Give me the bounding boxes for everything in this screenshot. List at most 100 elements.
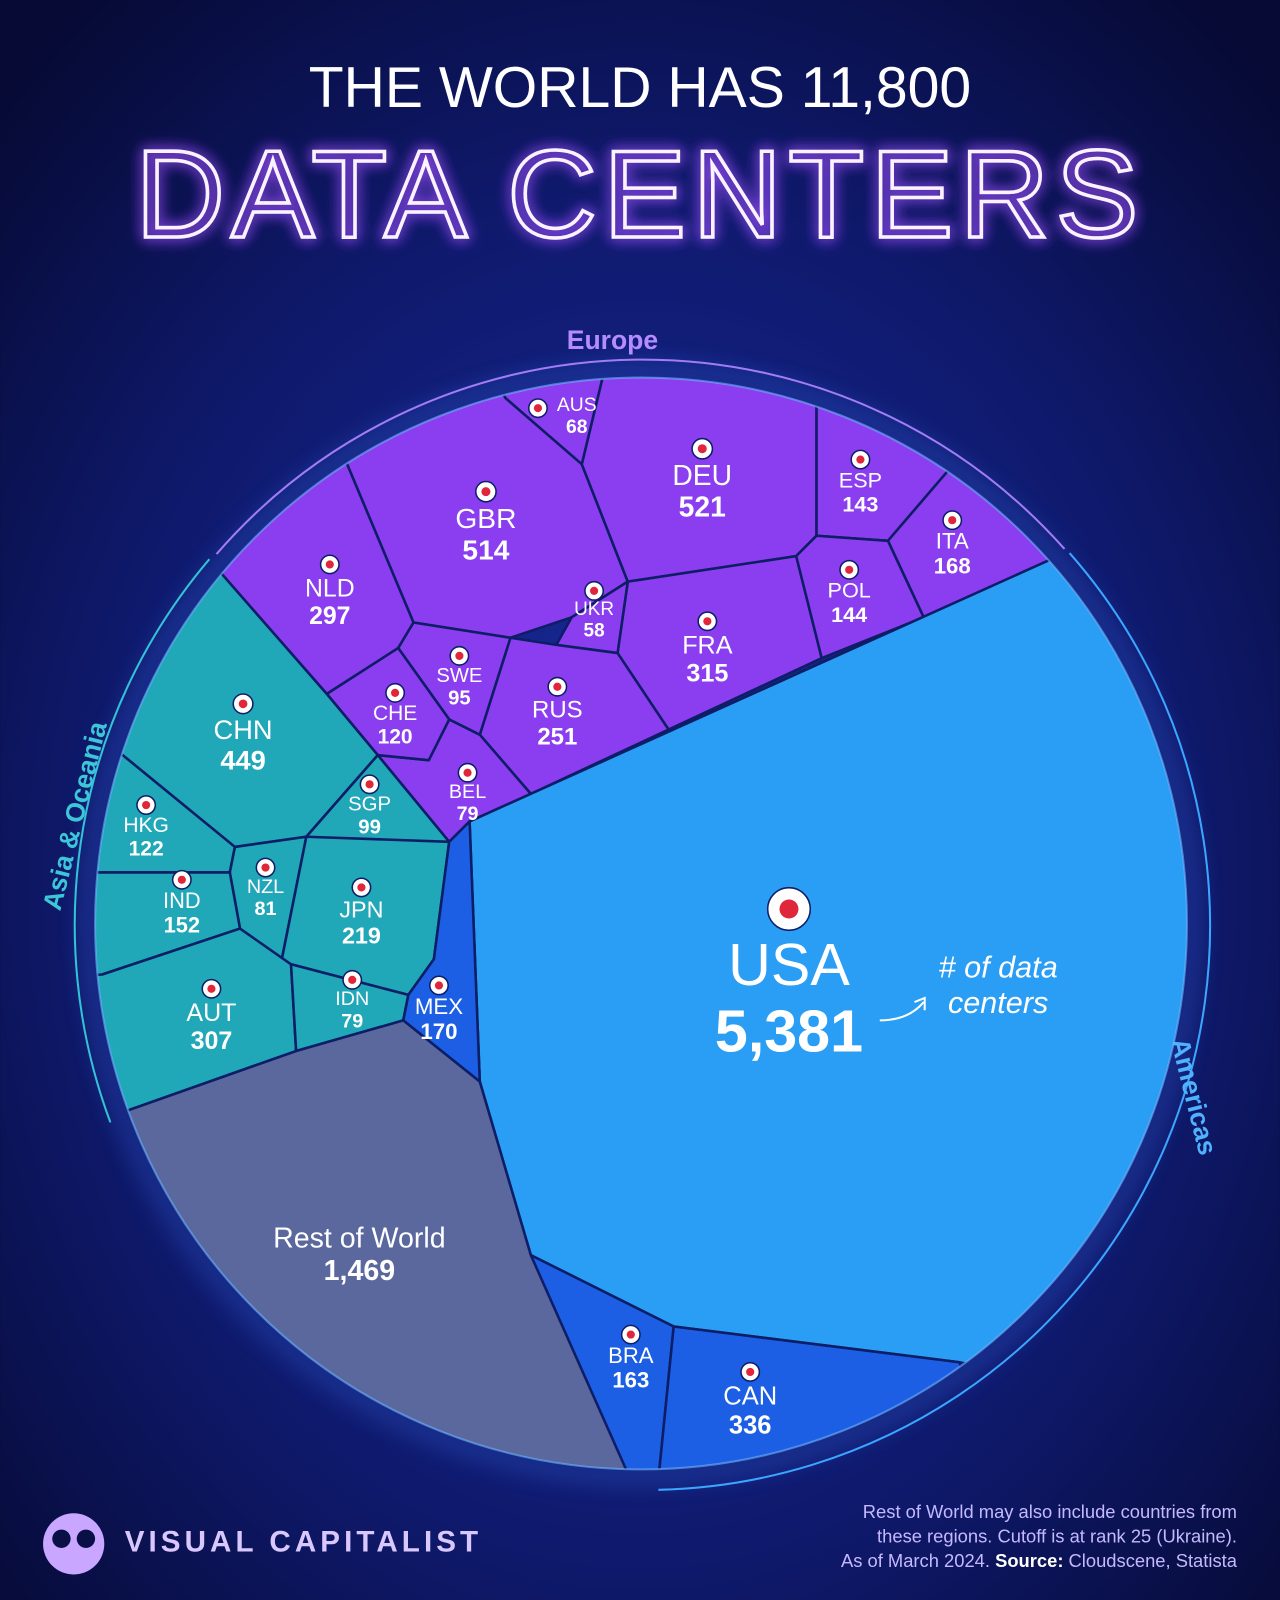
cell-value: 219 bbox=[342, 923, 381, 949]
cell-label: NZL bbox=[247, 876, 284, 898]
cell-value: 168 bbox=[934, 554, 971, 579]
cell-value: 122 bbox=[129, 838, 164, 861]
cell-value: 251 bbox=[537, 723, 577, 750]
cell-label: GBR bbox=[455, 503, 516, 534]
annotation: centers bbox=[948, 986, 1048, 1020]
flag bbox=[207, 984, 216, 993]
note: Rest of World may also include countries… bbox=[863, 1501, 1237, 1522]
cell-label: AUS bbox=[557, 395, 597, 416]
cell-value: 58 bbox=[584, 620, 605, 641]
cell-value: 68 bbox=[566, 417, 588, 438]
title: THE WORLD HAS 11,800 bbox=[309, 56, 971, 120]
region-label: Europe bbox=[567, 325, 658, 355]
annotation-arrow bbox=[879, 996, 926, 1022]
brand: VISUAL CAPITALIST bbox=[125, 1526, 483, 1559]
cell-value: 514 bbox=[462, 534, 509, 565]
cell-value: 95 bbox=[448, 688, 471, 710]
cell-label: Rest of World bbox=[273, 1222, 446, 1254]
cell-label: BRA bbox=[608, 1343, 654, 1368]
cell-value: 5,381 bbox=[715, 997, 863, 1064]
region-arcs bbox=[73, 358, 1212, 1491]
disc-glow bbox=[84, 367, 1198, 1480]
cell-value: 1,469 bbox=[324, 1255, 395, 1287]
flag bbox=[238, 699, 248, 709]
cell-label: CAN bbox=[723, 1383, 777, 1411]
cell-value: 163 bbox=[612, 1368, 649, 1393]
cell-label: HKG bbox=[123, 814, 169, 837]
flag bbox=[365, 780, 374, 789]
flag bbox=[325, 560, 334, 569]
flag bbox=[142, 800, 151, 810]
flag bbox=[348, 975, 357, 984]
flag bbox=[856, 455, 865, 464]
cell-value: 120 bbox=[378, 725, 413, 748]
cell-value: 81 bbox=[255, 898, 277, 920]
cell-label: ESP bbox=[839, 467, 882, 492]
flag bbox=[391, 688, 400, 697]
cell-value: 307 bbox=[191, 1027, 233, 1055]
cell-label: IDN bbox=[335, 988, 369, 1010]
flag bbox=[845, 565, 854, 574]
flag bbox=[553, 682, 562, 691]
cell-label: SGP bbox=[348, 793, 391, 815]
cell-label: JPN bbox=[339, 896, 383, 922]
logo-shape bbox=[43, 1513, 105, 1575]
disc-rim bbox=[94, 376, 1188, 1471]
cell-label: NLD bbox=[305, 575, 355, 602]
source-label: Source: bbox=[995, 1550, 1063, 1571]
source: Cloudscene, Statista bbox=[1069, 1550, 1238, 1571]
cell-label: DEU bbox=[672, 459, 732, 491]
flag bbox=[626, 1330, 635, 1339]
europe-arc bbox=[215, 358, 1066, 555]
cell-label: AUT bbox=[186, 999, 236, 1027]
flag bbox=[697, 444, 707, 454]
cell-label: RUS bbox=[532, 697, 583, 724]
cell-value: 144 bbox=[831, 602, 867, 627]
cell-value: 79 bbox=[457, 803, 479, 825]
cell-value: 315 bbox=[686, 660, 728, 688]
flag bbox=[434, 981, 444, 990]
note: As of March 2024. Source: Cloudscene, St… bbox=[841, 1550, 1238, 1571]
flag bbox=[455, 651, 464, 660]
cell-value: 336 bbox=[729, 1411, 772, 1439]
cell-label: MEX bbox=[415, 994, 463, 1019]
cell-label: IND bbox=[163, 888, 201, 913]
flag bbox=[463, 768, 472, 777]
cell-label: SWE bbox=[436, 665, 482, 687]
cell-value: 297 bbox=[309, 603, 350, 630]
flag bbox=[533, 404, 543, 413]
cell-label: UKR bbox=[574, 599, 614, 620]
cell-label: USA bbox=[728, 931, 850, 998]
cell-value: 521 bbox=[679, 491, 726, 523]
cell-label: POL bbox=[828, 578, 871, 603]
cell-label: BEL bbox=[449, 781, 486, 803]
flag bbox=[948, 516, 957, 525]
flag bbox=[481, 487, 491, 497]
cell-value: 449 bbox=[220, 744, 265, 775]
subtitle: DATA CENTERS bbox=[135, 125, 1144, 264]
cell-label: CHN bbox=[214, 714, 273, 745]
flag bbox=[703, 617, 712, 626]
cell-value: 143 bbox=[842, 492, 878, 517]
annotation: # of data bbox=[939, 950, 1058, 984]
flag bbox=[177, 875, 186, 884]
flag bbox=[746, 1367, 755, 1377]
cell-label: ITA bbox=[936, 529, 969, 554]
note: these regions. Cutoff is at rank 25 (Ukr… bbox=[877, 1526, 1237, 1547]
americas-arc bbox=[658, 552, 1212, 1491]
note: As of March 2024. bbox=[841, 1550, 990, 1571]
asia-arc bbox=[73, 558, 211, 1123]
logo-shape bbox=[52, 1529, 71, 1548]
cell-label: CHE bbox=[373, 702, 417, 725]
brand-logo bbox=[43, 1513, 105, 1575]
flag bbox=[261, 863, 270, 872]
cell-value: 170 bbox=[420, 1019, 457, 1044]
cell-label: FRA bbox=[682, 632, 733, 660]
cell-value: 99 bbox=[358, 816, 381, 838]
flag bbox=[779, 899, 799, 919]
cell-value: 79 bbox=[341, 1010, 363, 1032]
cell-value: 152 bbox=[164, 912, 200, 937]
flag bbox=[590, 586, 599, 595]
